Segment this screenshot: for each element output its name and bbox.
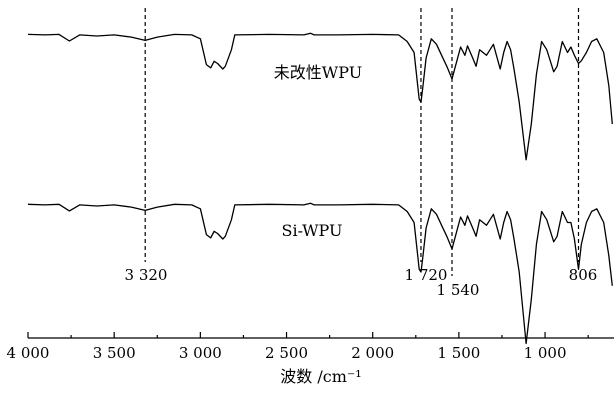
spectrum-traces — [27, 32, 613, 345]
series-label-2: Si-WPU — [281, 221, 342, 240]
reference-label-1720: 1 720 — [405, 266, 448, 284]
x-tick-label: 2 000 — [351, 344, 394, 362]
series-label-1: 未改性WPU — [274, 63, 362, 82]
spectrum-line-1 — [27, 32, 613, 161]
reference-label-1540: 1 540 — [437, 281, 480, 299]
reference-label-3320: 3 320 — [125, 266, 168, 284]
x-axis-tick-labels: 4 000 3 500 3 000 2 500 2 000 1 500 1 000 — [7, 344, 567, 362]
x-axis-ticks — [27, 332, 589, 338]
x-axis-title: 波数 /cm⁻¹ — [280, 367, 361, 386]
x-axis: 4 000 3 500 3 000 2 500 2 000 1 500 1 000 波数 /… — [7, 332, 614, 386]
series-labels: 未改性WPU Si-WPU — [274, 63, 362, 240]
x-tick-label: 1 000 — [524, 344, 567, 362]
x-tick-label: 4 000 — [7, 344, 50, 362]
x-tick-label: 2 500 — [265, 344, 308, 362]
x-tick-label: 1 500 — [437, 344, 480, 362]
spectrum-line-2 — [27, 202, 613, 345]
reference-label-806: 806 — [569, 266, 598, 284]
x-tick-label: 3 000 — [179, 344, 222, 362]
x-tick-label: 3 500 — [93, 344, 136, 362]
reference-lines — [144, 8, 580, 276]
